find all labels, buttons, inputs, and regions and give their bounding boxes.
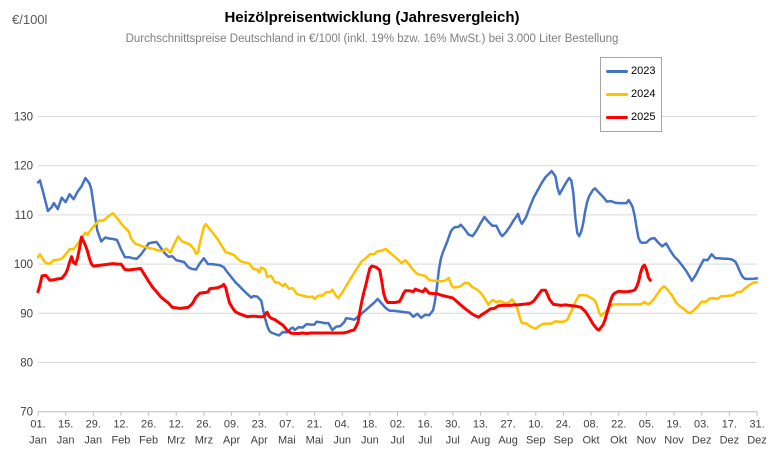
x-axis-tick-label-day: 13. <box>473 419 488 431</box>
x-axis-tick-label-day: 19. <box>666 419 681 431</box>
x-axis-tick-label-month: Sep <box>526 435 546 447</box>
x-axis-tick-label-month: Dez <box>692 435 712 447</box>
x-axis-tick-label-month: Jul <box>446 435 460 447</box>
x-axis-tick-label-month: Nov <box>664 435 684 447</box>
x-axis-tick-label-day: 31. <box>749 419 764 431</box>
x-axis-tick-label-month: Apr <box>223 435 240 447</box>
x-axis-tick-label-month: Jan <box>84 435 102 447</box>
x-axis-tick-label-month: Apr <box>251 435 268 447</box>
x-axis-tick-label-month: Nov <box>637 435 657 447</box>
x-axis-tick-label-month: Aug <box>471 435 491 447</box>
x-axis-tick-label-day: 21. <box>307 419 322 431</box>
x-axis-tick-label-day: 09. <box>224 419 239 431</box>
x-axis-tick-label-day: 07. <box>279 419 294 431</box>
series-line-2024 <box>36 212 759 330</box>
x-axis-tick-label-day: 08. <box>583 419 598 431</box>
x-axis-tick-label-day: 18. <box>362 419 377 431</box>
x-axis-tick-label-month: Feb <box>139 435 158 447</box>
x-axis-tick-label-day: 04. <box>335 419 350 431</box>
x-axis-tick-label-day: 23. <box>252 419 267 431</box>
y-axis-tick-label: 100 <box>14 259 33 271</box>
x-axis-tick-label-month: Jan <box>57 435 75 447</box>
legend-entry-2024: 2024 <box>606 88 656 101</box>
x-axis-tick-label-day: 16. <box>418 419 433 431</box>
x-axis-tick-label-month: Aug <box>498 435 518 447</box>
y-axis-tick-label: 80 <box>20 358 33 370</box>
y-axis-tick-label: 120 <box>14 161 33 173</box>
legend-swatch-2025 <box>606 116 628 119</box>
x-axis-tick-label-month: Mrz <box>167 435 185 447</box>
x-axis-tick-label-month: Dez <box>747 435 767 447</box>
y-axis-tick-label: 110 <box>15 210 33 222</box>
x-axis-tick-label-day: 17. <box>722 419 737 431</box>
x-axis-tick-label-month: Mrz <box>195 435 213 447</box>
x-axis-tick-label-month: Dez <box>720 435 740 447</box>
x-axis-tick-label-day: 03. <box>694 419 709 431</box>
x-axis-tick-label-month: Okt <box>610 435 627 447</box>
x-axis-tick-label-month: Mai <box>306 435 324 447</box>
x-axis-tick-label-month: Mai <box>278 435 296 447</box>
x-axis-tick-label-day: 12. <box>113 419 128 431</box>
legend-label: 2025 <box>631 111 656 123</box>
x-axis-tick-label-month: Jun <box>361 435 379 447</box>
x-axis-tick-label-month: Jun <box>333 435 351 447</box>
x-axis-tick-label-day: 26. <box>196 419 211 431</box>
x-axis-tick-label-day: 15. <box>58 419 73 431</box>
x-axis-tick-label-day: 27. <box>500 419 515 431</box>
x-axis-tick-label-day: 12. <box>169 419 184 431</box>
x-axis-tick-label-day: 26. <box>141 419 156 431</box>
y-axis-tick-label: 70 <box>20 407 33 419</box>
x-axis-tick-label-month: Sep <box>554 435 574 447</box>
legend-entry-2023: 2023 <box>606 65 656 78</box>
x-axis-tick-label-month: Jan <box>29 435 47 447</box>
legend-entry-2025: 2025 <box>606 111 656 124</box>
legend-label: 2024 <box>631 88 656 100</box>
legend-swatch-2023 <box>606 70 628 73</box>
legend-swatch-2024 <box>606 93 628 96</box>
x-axis-tick-label-day: 24. <box>556 419 571 431</box>
x-axis-tick-label-month: Jul <box>418 435 432 447</box>
x-axis-tick-label-day: 10. <box>528 419 543 431</box>
x-axis-tick-label-day: 30. <box>445 419 460 431</box>
x-axis-tick-label-day: 01. <box>30 419 45 431</box>
x-axis-tick-label-day: 29. <box>86 419 101 431</box>
series-line-2023 <box>36 169 759 337</box>
y-axis-unit-label: €/100l <box>12 12 48 27</box>
x-axis-tick-label-month: Feb <box>111 435 130 447</box>
series-line-2025 <box>36 235 652 335</box>
legend-label: 2023 <box>631 65 656 77</box>
x-axis-tick-label-month: Jul <box>390 435 404 447</box>
x-axis-tick-label-day: 22. <box>611 419 626 431</box>
chart-subtitle: Durchschnittspreise Deutschland in €/100… <box>125 33 619 45</box>
chart-title: Heizölpreisentwicklung (Jahresvergleich) <box>224 9 520 26</box>
y-axis-tick-label: 90 <box>20 308 33 320</box>
x-axis-tick-label-month: Okt <box>583 435 600 447</box>
y-axis-tick-label: 130 <box>14 112 33 124</box>
chart-legend: 2023 2024 2025 <box>600 57 662 132</box>
x-axis-tick-label-day: 02. <box>390 419 405 431</box>
x-axis-tick-label-day: 05. <box>639 419 654 431</box>
